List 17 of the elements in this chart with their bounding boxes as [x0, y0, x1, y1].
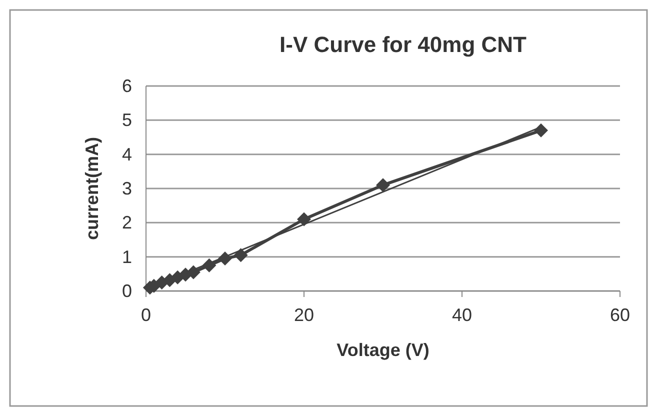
point: [376, 178, 390, 192]
y-tick-label: 5: [122, 110, 132, 130]
point: [297, 212, 311, 226]
x-tick-label: 0: [140, 305, 152, 325]
y-tick-label: 1: [122, 246, 132, 267]
x-axis-title: Voltage (V): [336, 340, 430, 360]
y-tick-label: 4: [122, 144, 132, 164]
y-tick-label: 0: [122, 281, 132, 301]
y-axis-title: current(mA): [82, 136, 102, 240]
x-tick-label: 60: [610, 305, 630, 325]
y-tick-label: 3: [122, 178, 132, 198]
y-tick-label: 6: [122, 76, 132, 96]
chart-title: I-V Curve for 40mg CNT: [280, 32, 528, 57]
y-tick-label: 2: [122, 212, 132, 233]
x-tick-label: 20: [294, 305, 314, 325]
x-tick-label: 40: [452, 305, 472, 325]
point: [234, 248, 248, 262]
